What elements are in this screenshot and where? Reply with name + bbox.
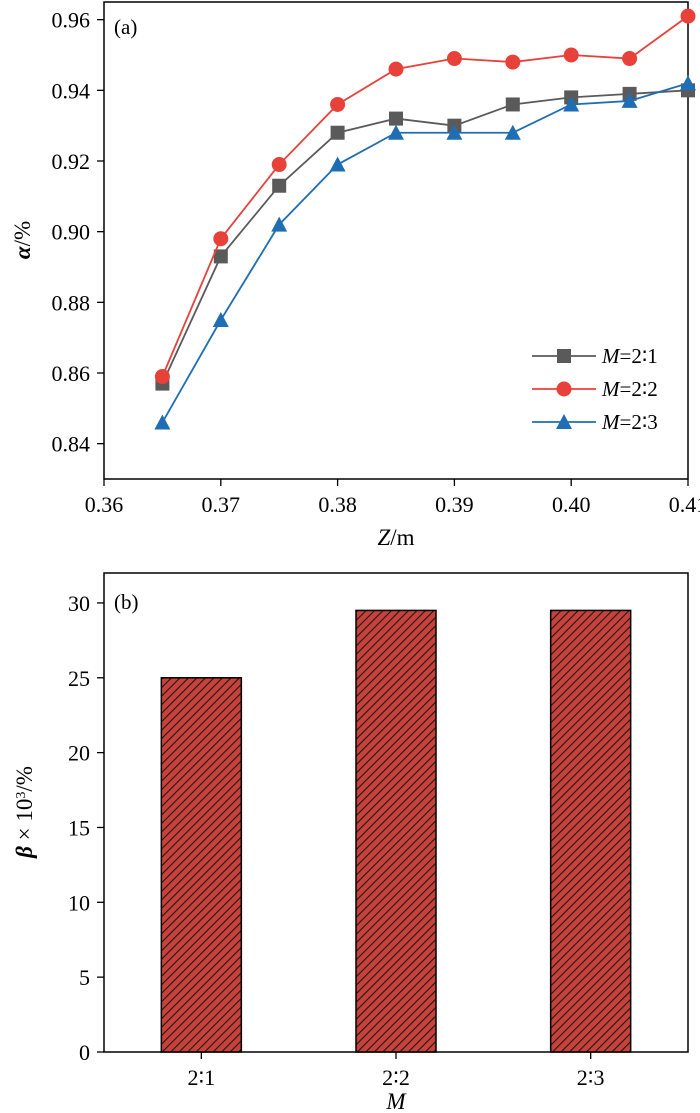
data-point-circle	[213, 231, 229, 247]
data-point-square	[213, 249, 228, 264]
data-point-square	[272, 178, 287, 193]
y-tick-label-b: 20	[68, 741, 90, 766]
series-line-triangle	[161, 82, 689, 423]
data-point-triangle	[388, 124, 404, 140]
x-tick-label-a: 0.40	[552, 492, 591, 517]
x-tick-label-a: 0.38	[318, 492, 357, 517]
legend-label: M=2∶2	[601, 377, 658, 401]
y-tick-label-a: 0.88	[52, 290, 91, 315]
bars-b	[160, 609, 632, 1053]
data-point-triangle	[212, 312, 229, 327]
bar	[160, 677, 243, 1053]
y-axis-ticks-b: 0 5 10 15 20 25 30	[68, 591, 104, 1065]
data-point-triangle	[154, 414, 171, 430]
bar	[549, 609, 632, 1053]
legend-a: M=2∶1 M=2∶2 M=2∶3	[532, 344, 658, 434]
data-point-circle	[271, 157, 287, 173]
legend-marker	[557, 349, 571, 363]
plot-frame-a	[103, 1, 689, 480]
x-axis-ticks-b: 2∶1 2∶2 2∶3	[187, 1052, 605, 1090]
data-point-circle	[388, 61, 404, 77]
series-line-square	[161, 89, 689, 384]
series-line-circle	[161, 15, 689, 377]
data-point-circle	[505, 54, 521, 70]
y-tick-label-b: 15	[68, 815, 90, 840]
y-tick-label-a: 0.94	[52, 78, 91, 103]
y-tick-label-a: 0.96	[52, 8, 91, 33]
data-point-square	[505, 97, 520, 112]
y-axis-ticks-a: 0.84 0.86 0.88 0.90 0.92 0.94 0.96	[52, 8, 104, 457]
data-point-circle	[563, 47, 579, 63]
data-point-triangle	[329, 156, 346, 172]
y-tick-label-b: 25	[68, 666, 90, 691]
x-tick-label-a: 0.41	[669, 492, 700, 517]
x-axis-label-b: M	[385, 1089, 407, 1113]
y-axis-label-a: α/%	[10, 221, 35, 259]
legend-marker	[556, 414, 572, 429]
x-tick-label-a: 0.36	[85, 492, 124, 517]
data-point-triangle	[504, 124, 521, 140]
x-tick-label-b: 2∶1	[187, 1065, 215, 1090]
data-point-circle	[446, 51, 462, 67]
panel-a-label: (a)	[114, 15, 137, 39]
panel-b: (b) 0 5 10 15 20 25 30 2∶1 2∶2 2∶3 M β × 103/%	[12, 572, 689, 1113]
series-group-a	[154, 8, 696, 430]
data-point-circle	[330, 96, 346, 112]
y-tick-label-a: 0.86	[52, 361, 91, 386]
x-axis-label-a: Z/m	[377, 525, 414, 550]
legend-label: M=2∶1	[601, 344, 658, 368]
data-point-circle	[154, 369, 170, 385]
x-tick-label-b: 2∶2	[382, 1065, 410, 1090]
y-tick-label-b: 30	[68, 591, 90, 616]
data-point-triangle	[563, 96, 580, 112]
data-point-triangle	[446, 124, 463, 140]
data-point-square	[330, 125, 345, 140]
y-tick-label-b: 10	[68, 890, 90, 915]
x-tick-label-a: 0.37	[202, 492, 241, 517]
data-point-circle	[622, 51, 638, 67]
panel-a: (a) 0.360.370.380.390.400.41 0.840.860.8…	[10, 1, 700, 550]
y-tick-label-b: 5	[79, 965, 90, 990]
legend-marker	[556, 381, 572, 397]
panel-b-label: (b)	[114, 590, 139, 614]
y-tick-label-b: 0	[79, 1040, 90, 1065]
x-tick-label-a: 0.39	[435, 492, 474, 517]
x-axis-ticks-a: 0.36 0.37 0.38 0.39 0.40 0.41	[85, 479, 700, 517]
y-tick-label-a: 0.90	[52, 220, 91, 245]
y-tick-label-a: 0.92	[52, 149, 91, 174]
data-point-triangle	[621, 92, 638, 108]
data-point-triangle	[271, 216, 288, 232]
y-tick-label-a: 0.84	[52, 432, 91, 457]
data-point-triangle	[680, 75, 696, 91]
y-axis-label-b: β × 103/%	[12, 766, 37, 859]
bar	[355, 609, 437, 1053]
data-point-circle	[680, 8, 696, 24]
legend-label: M=2∶3	[601, 410, 658, 434]
x-tick-label-b: 2∶3	[577, 1065, 605, 1090]
data-point-square	[389, 111, 403, 126]
